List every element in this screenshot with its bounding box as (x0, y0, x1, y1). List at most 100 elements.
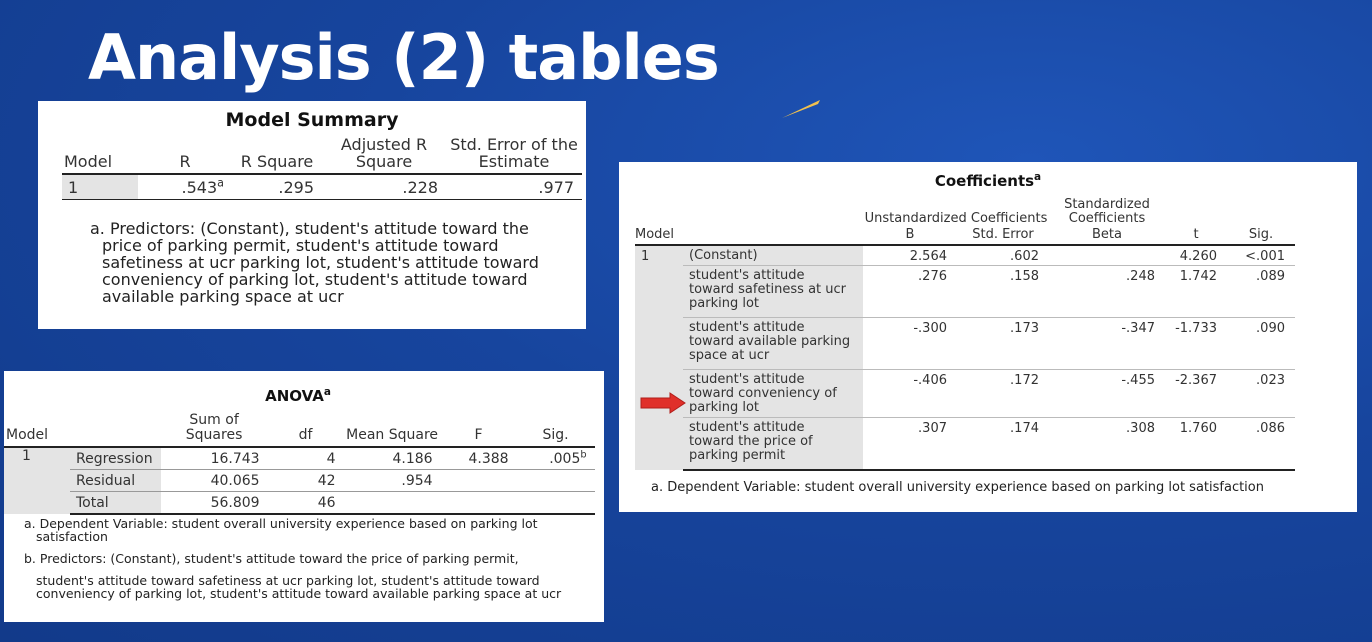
beta-cell: .308 (1049, 417, 1165, 471)
sig-cell: .005b (516, 447, 595, 470)
header-f: F (440, 413, 517, 448)
header-sum-of-squares: Sum of Squares (160, 413, 268, 448)
model-summary-table: Model Summary Model R R Square Adjusted … (38, 101, 586, 329)
df-cell: 42 (267, 469, 344, 492)
t-cell: -2.367 (1165, 369, 1227, 418)
t-cell: 1.742 (1165, 265, 1227, 318)
sig-cell (516, 491, 595, 515)
ss-cell: 56.809 (160, 491, 268, 515)
header-t: t (1165, 228, 1227, 246)
header-spacer (1165, 198, 1227, 228)
row-label: Regression (70, 447, 161, 470)
model-summary-grid: Model R R Square Adjusted R Square Std. … (62, 136, 582, 200)
header-adjusted-r-square: Adjusted R Square (322, 136, 446, 175)
header-model: Model (635, 228, 683, 246)
right-arrow-icon (640, 392, 686, 414)
row-label: Total (70, 491, 161, 515)
b-cell: 2.564 (863, 245, 957, 266)
header-spacer (683, 198, 863, 228)
table-header-group-row: Unstandardized Coefficients Standardized… (635, 198, 1295, 228)
sig-cell (516, 469, 595, 492)
sig-footnote-marker: b (580, 448, 587, 460)
std-error-cell: .977 (446, 174, 582, 200)
anova-footnotes: a. Dependent Variable: student overall u… (24, 517, 584, 609)
sig-value: .005 (549, 450, 581, 467)
t-cell: 4.260 (1165, 245, 1227, 266)
anova-caption: ANOVAa (4, 387, 592, 405)
se-cell: .158 (957, 265, 1049, 318)
model-number-cell: 1 (635, 245, 683, 470)
footnote-b: b. Predictors: (Constant), student's att… (24, 552, 584, 600)
sig-cell: .090 (1227, 317, 1295, 370)
model-summary-footnote: a. Predictors: (Constant), student's att… (90, 220, 580, 305)
row-label: student's attitude toward the price of p… (683, 417, 863, 471)
b-cell: -.300 (863, 317, 957, 370)
ss-cell: 16.743 (160, 447, 268, 470)
sig-cell: .023 (1227, 369, 1295, 418)
model-number-cell: 1 (4, 447, 70, 514)
beta-cell: -.347 (1049, 317, 1165, 370)
se-cell: .173 (957, 317, 1049, 370)
footnote-line: a. Dependent Variable: student overall u… (24, 516, 538, 531)
slide-title: Analysis (2) tables (88, 21, 720, 94)
footnote-continuation: satisfaction (36, 529, 108, 544)
anova-grid: Model Sum of Squares df Mean Square F Si… (4, 413, 595, 515)
sig-cell: .086 (1227, 417, 1295, 471)
ss-cell: 40.065 (160, 469, 268, 492)
se-cell: .172 (957, 369, 1049, 418)
table-row: student's attitude toward conveniency of… (635, 369, 1295, 418)
row-label: (Constant) (683, 245, 863, 266)
header-std-error: Std. Error (957, 228, 1049, 246)
r-cell: .543a (138, 174, 232, 200)
beta-cell: -.455 (1049, 369, 1165, 418)
beta-cell: .248 (1049, 265, 1165, 318)
row-label: student's attitude toward safetiness at … (683, 265, 863, 318)
header-model: Model (4, 413, 70, 448)
table-row: student's attitude toward the price of p… (635, 417, 1295, 471)
footnote-line: b. Predictors: (Constant), student's att… (24, 551, 519, 566)
adjusted-r-square-cell: .228 (322, 174, 446, 200)
model-cell: 1 (62, 174, 138, 200)
df-cell: 46 (267, 491, 344, 515)
table-header-row: Model R R Square Adjusted R Square Std. … (62, 136, 582, 175)
header-spacer (1227, 198, 1295, 228)
header-df: df (267, 413, 344, 448)
header-unstandardized: Unstandardized Coefficients (864, 211, 1048, 226)
table-row: Total 56.809 46 (4, 491, 595, 515)
coefficients-grid: Unstandardized Coefficients Standardized… (635, 198, 1295, 471)
header-sig: Sig. (1227, 228, 1295, 246)
row-label: student's attitude toward available park… (683, 317, 863, 370)
sig-cell: .089 (1227, 265, 1295, 318)
coefficients-caption-text: Coefficients (934, 172, 1035, 190)
anova-table: ANOVAa Model Sum of Squares df Mean Squa… (4, 371, 604, 622)
header-r: R (138, 136, 232, 175)
table-row: student's attitude toward available park… (635, 317, 1295, 370)
se-cell: .174 (957, 417, 1049, 471)
coefficients-caption: Coefficientsa (619, 172, 1357, 190)
header-blank (683, 228, 863, 246)
header-mean-square: Mean Square (343, 413, 441, 448)
se-cell: .602 (957, 245, 1049, 266)
header-sig: Sig. (516, 413, 595, 448)
coefficients-table: Coefficientsa Unstandardized Coefficient… (619, 162, 1357, 512)
model-summary-caption: Model Summary (225, 109, 399, 131)
table-row: Residual 40.065 42 .954 (4, 469, 595, 492)
header-beta: Beta (1049, 228, 1165, 246)
anova-caption-marker: a (323, 386, 331, 398)
accent-stroke (782, 100, 820, 118)
header-std-error-estimate: Std. Error of the Estimate (446, 136, 582, 175)
table-header-row: Model Sum of Squares df Mean Square F Si… (4, 413, 595, 448)
table-row: 1 .543a .295 .228 .977 (62, 174, 582, 200)
r-footnote-marker: a (217, 176, 224, 190)
coefficients-footnote: a. Dependent Variable: student overall u… (651, 480, 1264, 495)
b-cell: .276 (863, 265, 957, 318)
df-cell: 4 (267, 447, 344, 470)
t-cell: 1.760 (1165, 417, 1227, 471)
b-cell: .307 (863, 417, 957, 471)
header-standardized: Standardized Coefficients (1064, 197, 1150, 226)
header-b: B (863, 228, 957, 246)
r-square-cell: .295 (232, 174, 322, 200)
f-cell (440, 469, 517, 492)
header-model: Model (62, 136, 138, 175)
footnote-line: a. Predictors: (Constant), student's att… (90, 219, 529, 238)
